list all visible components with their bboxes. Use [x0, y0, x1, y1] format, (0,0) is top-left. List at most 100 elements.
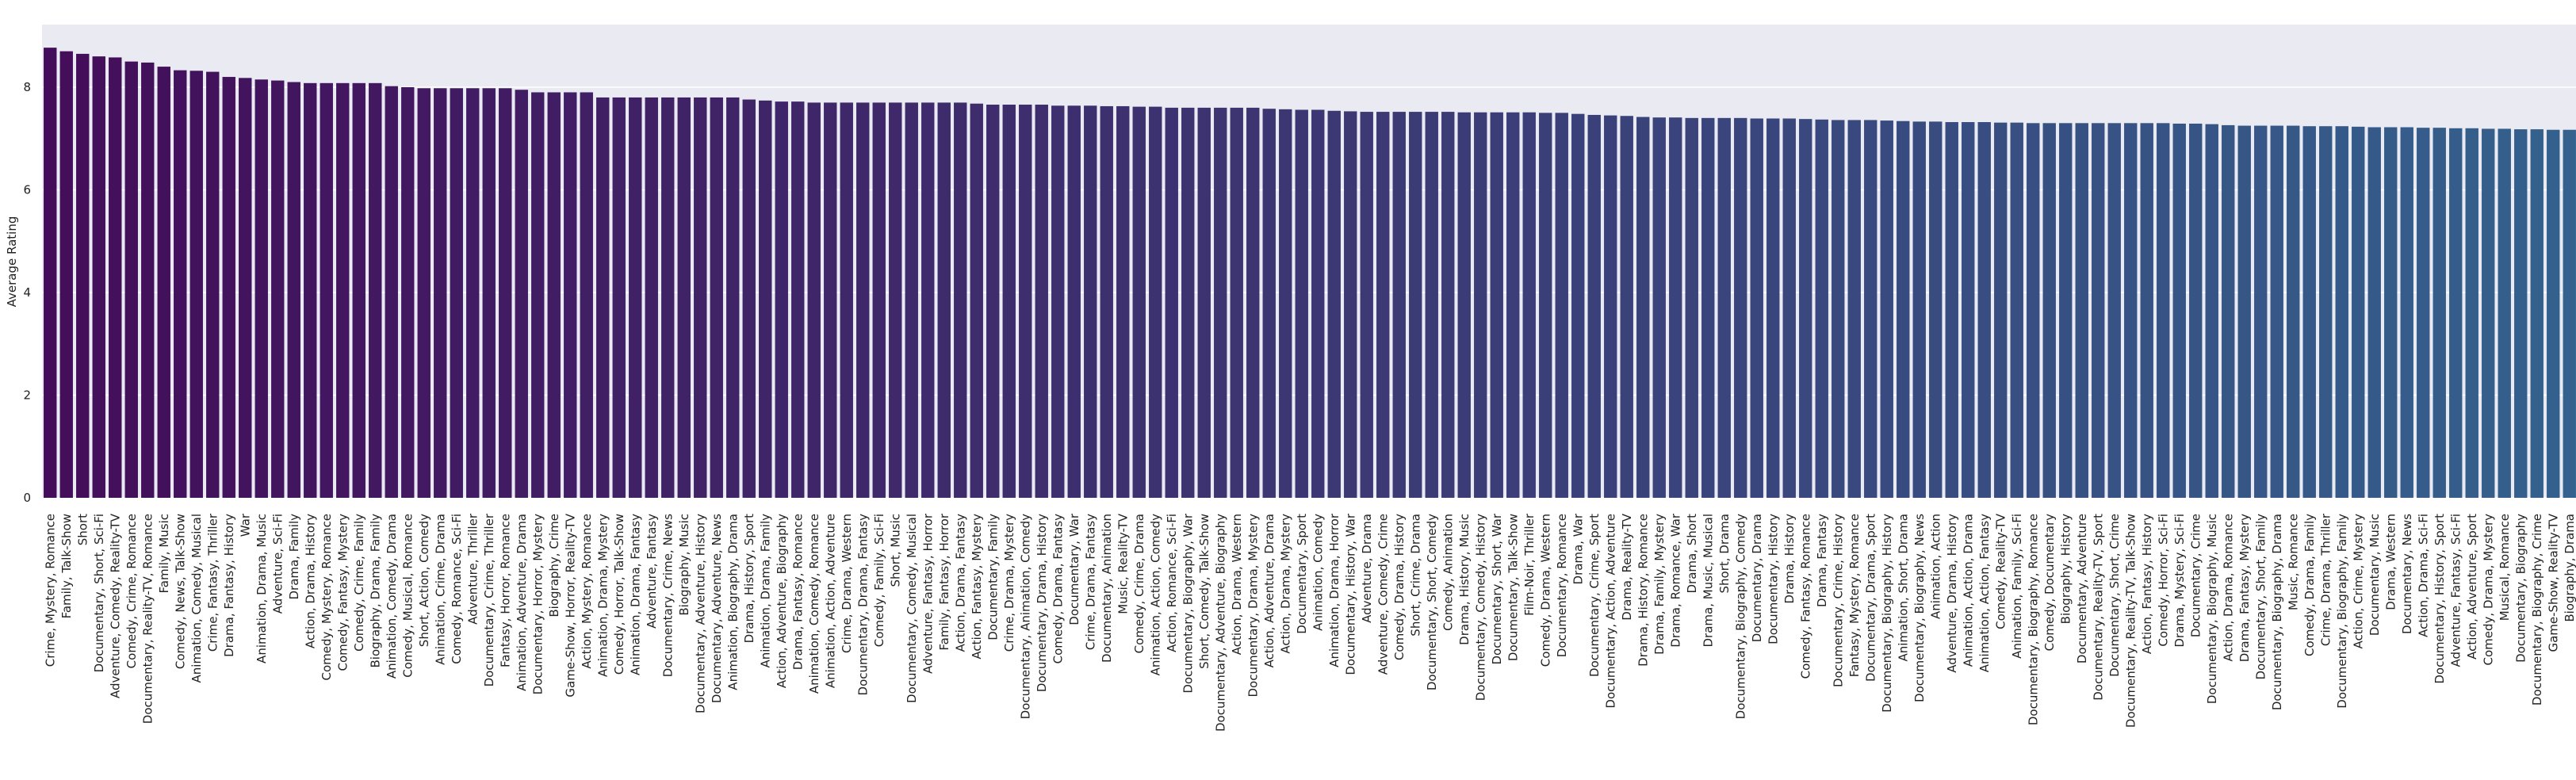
x-tick-label: Drama, Fantasy, Mystery [2237, 514, 2252, 662]
x-tick-label: Comedy, Reality-TV [1993, 513, 2008, 629]
y-tick-label: 8 [23, 80, 31, 94]
bar [44, 48, 57, 498]
bar [564, 92, 577, 499]
bar [547, 92, 561, 499]
x-tick-label: Documentary, Short, War [1490, 513, 1504, 664]
x-tick-label: Animation, Drama, Mystery [595, 514, 610, 677]
bar [2172, 123, 2186, 498]
x-tick-label: Comedy, Documentary [2042, 514, 2057, 651]
bar [2092, 123, 2105, 498]
bar [2254, 125, 2268, 498]
bar [222, 77, 235, 499]
x-tick-label: Comedy, Crime, Romance [124, 514, 139, 668]
x-tick-label: Adventure, Comedy, Reality-TV [108, 513, 122, 698]
bar [1587, 114, 1601, 499]
x-tick-label: Fantasy, Mystery, Romance [1847, 514, 1862, 677]
bar [677, 97, 691, 498]
x-tick-label: Drama, History, Romance [1636, 514, 1650, 667]
x-tick-label: Biography, History [2058, 514, 2073, 624]
bar [2237, 125, 2251, 498]
bar [482, 88, 496, 499]
x-tick-label: Adventure, Fantasy, Horror [921, 513, 935, 674]
bar [986, 105, 1000, 498]
x-tick-label: Documentary, Crime, History [1831, 514, 1845, 687]
bar [206, 71, 220, 498]
x-tick-label: Documentary, Comedy, Musical [905, 514, 919, 703]
bar [1799, 119, 1812, 498]
bar [336, 82, 350, 499]
bar [2367, 127, 2381, 498]
bar [320, 82, 333, 499]
x-tick-label: Action, Crime, Mystery [2351, 514, 2365, 649]
x-tick-label: Drama, Family, Mystery [1652, 514, 1667, 655]
x-tick-label: Documentary, Crime, News [660, 514, 675, 677]
x-tick-label: Animation, Drama, Music [255, 514, 269, 663]
bar [1832, 120, 1845, 498]
x-tick-label: Documentary, Crime, Thriller [482, 513, 496, 686]
x-tick-label: Animation, Drama, Horror [1327, 513, 1342, 667]
x-tick-label: Family, Talk-Show [59, 514, 74, 618]
x-tick-label: Documentary, Crime [2188, 514, 2203, 637]
x-tick-label: Drama, Western [2383, 514, 2398, 610]
x-tick-label: Animation, Biography, Drama [725, 514, 740, 690]
x-tick-label: Animation, Action, Adventure [823, 514, 837, 688]
bar [856, 102, 870, 498]
bar [1929, 121, 1943, 498]
bar [2400, 127, 2413, 498]
bar [1685, 117, 1698, 498]
x-tick-label: Drama, Fantasy, History [222, 514, 236, 657]
bar [1035, 105, 1048, 498]
x-tick-label: Adventure, Fantasy, Sci-Fi [2448, 514, 2463, 667]
x-tick-label: Documentary, Animation, Comedy [1018, 514, 1032, 720]
x-tick-label: Documentary, Romance [1555, 514, 1569, 657]
bar [2042, 123, 2056, 498]
bar [1327, 110, 1341, 498]
bar [1815, 119, 1828, 498]
x-tick-label: Documentary, News [2400, 514, 2414, 634]
x-tick-label: Animation, Family, Sci-Fi [2010, 514, 2024, 659]
bar [1051, 105, 1065, 499]
x-tick-label: Comedy, Drama, Fantasy [1051, 514, 1065, 664]
x-tick-label: Drama, Mystery, Sci-Fi [2172, 514, 2187, 648]
x-tick-label: Documentary, History, War [1343, 513, 1357, 675]
x-tick-label: Comedy, Drama, Mystery [2481, 514, 2495, 666]
x-tick-label: Action, Drama, History [303, 514, 317, 648]
x-tick-label: Comedy, Family, Sci-Fi [872, 514, 886, 647]
x-tick-label: Biography, Crime [547, 514, 561, 618]
x-tick-label: Documentary, Action, Adventure [1603, 514, 1617, 709]
bar [2157, 123, 2170, 498]
bar [1734, 117, 1747, 498]
bar [59, 51, 73, 498]
x-tick-label: Animation, Action [1928, 514, 1943, 619]
x-tick-label: Documentary, Biography, War [1181, 513, 1195, 694]
bar [157, 67, 170, 498]
bar [1279, 109, 1292, 499]
bar [2465, 128, 2478, 499]
bar [742, 99, 756, 498]
bar [1100, 105, 1113, 498]
x-tick-label: Comedy, Fantasy, Romance [1798, 514, 1812, 679]
bar [2498, 128, 2511, 498]
x-tick-label: Animation, Comedy [1311, 514, 1325, 631]
x-tick-label: Crime, Drama, Mystery [1002, 514, 1016, 652]
x-tick-label: Game-Show, Horror, Reality-TV [563, 513, 577, 697]
y-tick-label: 0 [23, 491, 31, 505]
bar [1165, 107, 1178, 498]
bar [1425, 112, 1438, 498]
bar [1669, 117, 1682, 498]
bar [1214, 107, 1227, 498]
x-tick-label: Documentary, Short, Sci-Fi [92, 514, 106, 672]
bar [710, 97, 723, 498]
bar [1945, 122, 1958, 498]
x-tick-label: Animation, Comedy, Drama [385, 514, 399, 679]
x-tick-label: Documentary, Biography, Comedy [1733, 514, 1747, 719]
bar [401, 86, 415, 498]
x-tick-label: Documentary, Biography, Drama [2270, 514, 2284, 710]
x-tick-label: Animation, Short, Drama [1896, 514, 1910, 662]
bar [645, 97, 658, 498]
bar [1782, 118, 1796, 498]
bar [1571, 113, 1585, 498]
x-tick-label: Crime, Mystery, Romance [43, 514, 57, 667]
x-tick-label: Action, Drama, Mystery [1278, 514, 1292, 654]
